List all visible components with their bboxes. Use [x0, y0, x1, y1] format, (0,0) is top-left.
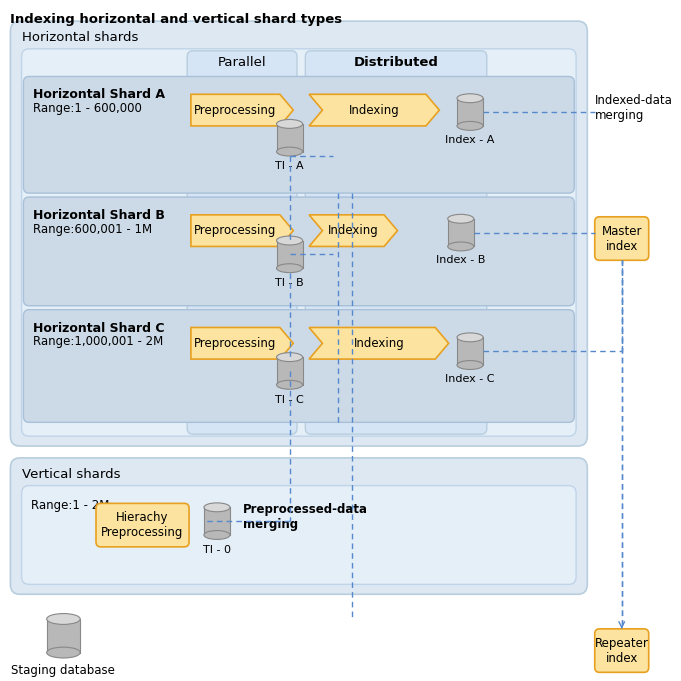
- Text: Vertical shards: Vertical shards: [22, 468, 120, 481]
- Text: Indexing: Indexing: [328, 224, 379, 237]
- Text: Indexing: Indexing: [353, 337, 405, 350]
- Ellipse shape: [47, 647, 80, 658]
- Ellipse shape: [457, 94, 483, 103]
- Text: Index - A: Index - A: [445, 135, 494, 145]
- Bar: [47, 619, 80, 652]
- Bar: [276, 357, 302, 385]
- Text: Horizontal shards: Horizontal shards: [22, 31, 138, 44]
- Text: Preprocessing: Preprocessing: [194, 104, 276, 116]
- Text: Range:1 - 2M: Range:1 - 2M: [31, 499, 109, 512]
- Text: Index - C: Index - C: [445, 374, 495, 384]
- Text: Hierachy
Preprocessing: Hierachy Preprocessing: [101, 511, 184, 539]
- Text: Range:600,001 - 1M: Range:600,001 - 1M: [33, 223, 152, 236]
- Ellipse shape: [204, 503, 230, 511]
- Text: Indexing: Indexing: [349, 104, 400, 116]
- Bar: [447, 219, 474, 247]
- Text: Preprocessing: Preprocessing: [194, 337, 276, 350]
- Ellipse shape: [276, 147, 302, 156]
- Bar: [276, 240, 302, 268]
- Text: Distributed: Distributed: [353, 56, 439, 69]
- Text: TI - C: TI - C: [275, 395, 304, 405]
- Text: TI - A: TI - A: [275, 161, 304, 172]
- Text: Master
index: Master index: [601, 225, 642, 253]
- Ellipse shape: [276, 264, 302, 272]
- FancyBboxPatch shape: [10, 21, 587, 446]
- Ellipse shape: [447, 215, 474, 223]
- Ellipse shape: [457, 360, 483, 370]
- Bar: [204, 507, 230, 535]
- FancyBboxPatch shape: [23, 310, 574, 422]
- Text: TI - B: TI - B: [275, 278, 304, 288]
- Text: Range:1 - 600,000: Range:1 - 600,000: [33, 102, 142, 115]
- Polygon shape: [191, 215, 294, 247]
- Ellipse shape: [276, 353, 302, 362]
- FancyBboxPatch shape: [23, 76, 574, 193]
- Bar: [276, 124, 302, 152]
- Polygon shape: [191, 94, 294, 126]
- Ellipse shape: [457, 333, 483, 342]
- Ellipse shape: [276, 381, 302, 390]
- FancyBboxPatch shape: [595, 629, 649, 672]
- Polygon shape: [309, 215, 398, 247]
- Ellipse shape: [276, 236, 302, 245]
- Text: Indexed-data
merging: Indexed-data merging: [595, 94, 673, 123]
- FancyBboxPatch shape: [595, 217, 649, 260]
- Text: TI - 0: TI - 0: [203, 545, 231, 555]
- Text: Preprocessing: Preprocessing: [194, 224, 276, 237]
- Text: Horizontal Shard C: Horizontal Shard C: [33, 321, 164, 334]
- FancyBboxPatch shape: [23, 197, 574, 306]
- Text: Index - B: Index - B: [436, 255, 486, 266]
- FancyBboxPatch shape: [305, 51, 487, 434]
- Text: Range:1,000,001 - 2M: Range:1,000,001 - 2M: [33, 335, 163, 349]
- Polygon shape: [191, 328, 294, 359]
- Ellipse shape: [447, 242, 474, 251]
- Ellipse shape: [457, 121, 483, 130]
- Ellipse shape: [204, 530, 230, 539]
- Text: Indexing horizontal and vertical shard types: Indexing horizontal and vertical shard t…: [10, 13, 343, 27]
- Bar: [457, 337, 483, 365]
- Text: Repeater
index: Repeater index: [595, 637, 649, 665]
- FancyBboxPatch shape: [96, 503, 189, 547]
- Text: Staging database: Staging database: [12, 665, 115, 678]
- FancyBboxPatch shape: [22, 49, 576, 436]
- FancyBboxPatch shape: [22, 486, 576, 584]
- Polygon shape: [309, 94, 439, 126]
- FancyBboxPatch shape: [187, 51, 297, 434]
- Text: Horizontal Shard A: Horizontal Shard A: [33, 89, 165, 101]
- Ellipse shape: [276, 119, 302, 128]
- Polygon shape: [309, 328, 449, 359]
- FancyBboxPatch shape: [10, 458, 587, 595]
- Bar: [457, 98, 483, 126]
- Text: Horizontal Shard B: Horizontal Shard B: [33, 209, 165, 222]
- Text: Preprocessed-data
merging: Preprocessed-data merging: [243, 503, 368, 531]
- Ellipse shape: [47, 614, 80, 624]
- Text: Parallel: Parallel: [218, 56, 266, 69]
